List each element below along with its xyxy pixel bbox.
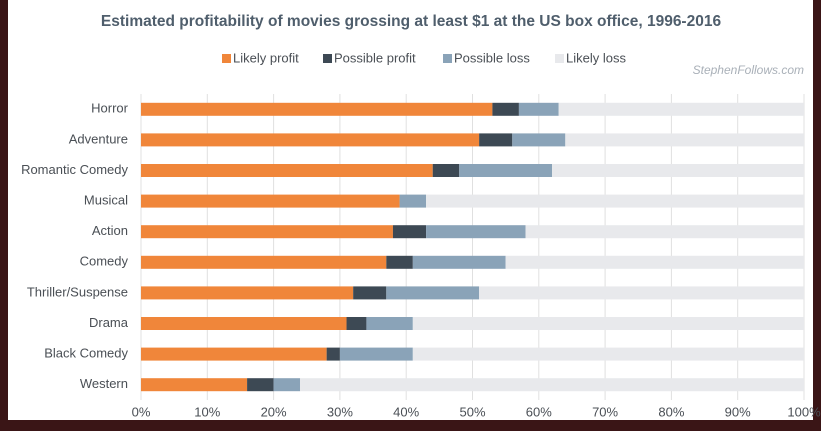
legend-swatch — [323, 54, 332, 63]
legend-swatch — [222, 54, 231, 63]
bar-segment — [392, 225, 427, 239]
bar-segment — [141, 347, 327, 361]
y-tick-label: Comedy — [80, 254, 129, 269]
bar-segment — [552, 164, 804, 177]
x-tick-label: 30% — [327, 404, 353, 419]
x-tick-label: 0% — [132, 404, 151, 419]
x-tick-label: 40% — [393, 404, 419, 419]
bar-segment — [412, 255, 506, 269]
bar-segment — [326, 347, 340, 361]
x-tick-label: 20% — [261, 404, 287, 419]
source: StephenFollows.com — [693, 63, 804, 77]
x-tick-label: 100% — [787, 404, 821, 419]
bar-segment — [512, 133, 566, 147]
bar-segment — [492, 102, 519, 116]
bar-segment — [141, 133, 480, 147]
y-tick-label: Drama — [89, 315, 129, 330]
x-tick-label: 60% — [526, 404, 552, 419]
bar-segment — [247, 378, 274, 392]
y-tick-label: Musical — [84, 193, 128, 208]
bar-segment — [459, 164, 553, 177]
bar-segment — [558, 102, 804, 116]
bar-segment — [426, 225, 526, 239]
chart-title: Estimated profitability of movies grossi… — [101, 13, 722, 30]
bar-segment — [353, 286, 387, 300]
y-tick-label: Horror — [91, 101, 129, 116]
bar-segment — [339, 347, 413, 361]
x-tick-label: 50% — [459, 404, 485, 419]
bar-segment — [426, 194, 804, 208]
y-tick-label: Adventure — [69, 131, 128, 146]
bar-segment — [346, 317, 367, 330]
bar-segment — [432, 164, 460, 177]
y-tick-label: Western — [80, 376, 128, 391]
bar-segment — [525, 225, 804, 239]
x-tick-label: 90% — [725, 404, 751, 419]
bar-segment — [141, 255, 387, 269]
x-tick-label: 70% — [592, 404, 618, 419]
legend-label: Likely profit — [233, 50, 299, 65]
bar-segment — [399, 194, 427, 208]
bar-segment — [300, 378, 804, 392]
bar-segment — [366, 317, 413, 330]
bar-segment — [141, 102, 493, 116]
x-tick-label: 80% — [658, 404, 684, 419]
legend-swatch — [555, 54, 564, 63]
legend-swatch — [443, 54, 452, 63]
legend-label: Possible loss — [454, 50, 530, 65]
bar-segment — [141, 317, 347, 330]
legend-label: Possible profit — [334, 50, 416, 65]
bar-segment — [141, 194, 400, 208]
bar-segment — [141, 286, 354, 300]
bar-segment — [412, 347, 804, 361]
bar-segment — [273, 378, 301, 392]
bar-segment — [141, 378, 248, 392]
legend-label: Likely loss — [566, 50, 626, 65]
x-tick-label: 10% — [194, 404, 220, 419]
y-tick-label: Black Comedy — [44, 346, 128, 361]
bar-segment — [505, 255, 804, 269]
bar-segment — [412, 317, 804, 330]
y-tick-label: Action — [92, 223, 128, 238]
y-tick-label: Romantic Comedy — [21, 162, 128, 177]
y-tick-label: Thriller/Suspense — [27, 284, 128, 299]
bar-segment — [479, 286, 804, 300]
bar-segment — [518, 102, 559, 116]
bar-segment — [386, 255, 413, 269]
bar-segment — [565, 133, 804, 147]
bar-segment — [479, 133, 513, 147]
bar-segment — [141, 225, 393, 239]
bar-segment — [141, 164, 433, 177]
bar-segment — [386, 286, 480, 300]
